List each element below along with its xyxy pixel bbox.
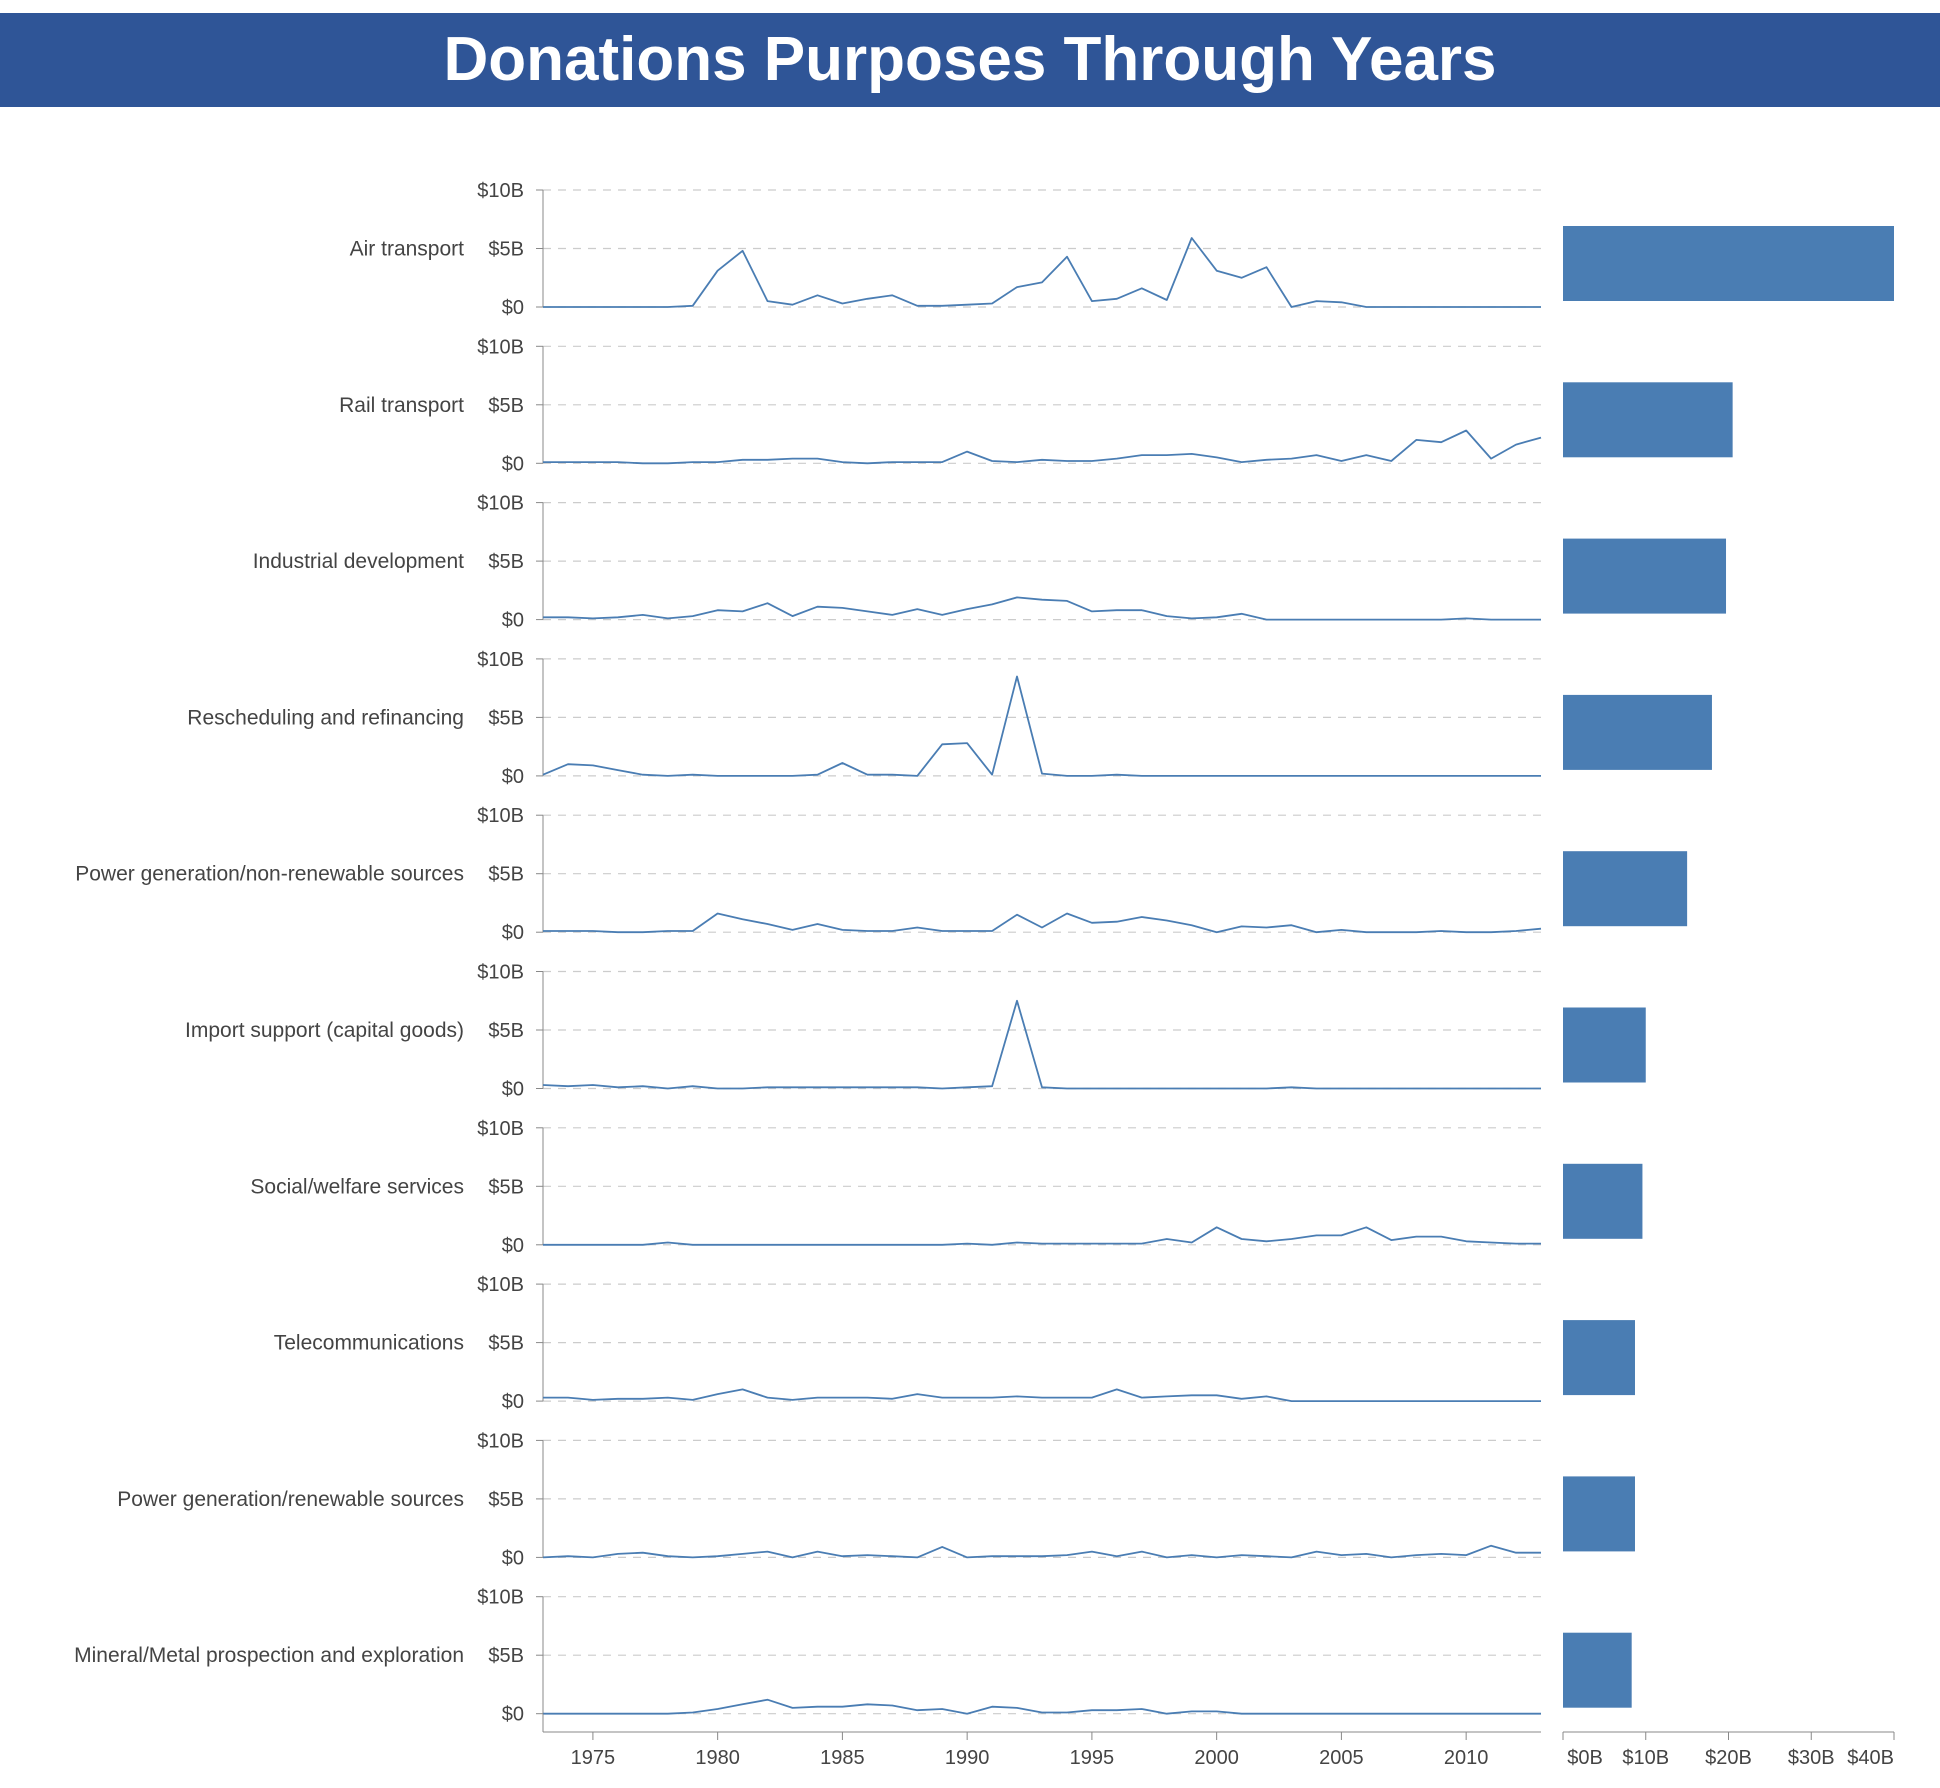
panel-0: $0 $5B $10B Air transport (350, 180, 1894, 319)
y-tick-label: $5B (488, 1020, 524, 1042)
x-tick-label: 1975 (571, 1747, 616, 1769)
chart-title: Donations Purposes Through Years (443, 25, 1497, 94)
category-label: Mineral/Metal prospection and exploratio… (74, 1644, 464, 1667)
x-tick-label: 1985 (820, 1747, 865, 1769)
y-tick-label: $10B (477, 1587, 524, 1609)
y-tick-label: $0 (502, 766, 524, 788)
y-tick-label: $0 (502, 1235, 524, 1257)
category-label: Power generation/renewable sources (117, 1488, 464, 1511)
panel-7: $0 $5B $10B Telecommunications (274, 1274, 1635, 1413)
y-tick-label: $0 (502, 922, 524, 944)
series-line (542, 675, 1541, 777)
y-tick-label: $10B (477, 1274, 524, 1296)
category-label: Air transport (350, 238, 465, 261)
panel-1: $0 $5B $10B Rail transport (339, 336, 1733, 475)
series-line (542, 999, 1541, 1090)
bar-x-tick-label: $30B (1788, 1747, 1835, 1769)
x-tick-label: 1990 (945, 1747, 990, 1769)
bar (1563, 1632, 1632, 1708)
y-tick-label: $0 (502, 297, 524, 319)
bar (1563, 851, 1688, 927)
category-label: Rescheduling and refinancing (187, 706, 464, 729)
series-line (543, 1388, 1541, 1402)
bar (1563, 1007, 1646, 1083)
y-tick-label: $10B (477, 962, 524, 984)
bar-x-tick-label: $0B (1567, 1747, 1603, 1769)
y-tick-label: $0 (502, 1391, 524, 1413)
series-line (543, 237, 1541, 308)
bar-x-tick-label: $10B (1622, 1747, 1669, 1769)
y-tick-label: $5B (488, 1489, 524, 1511)
bar (1563, 1163, 1643, 1239)
x-tick-label: 2010 (1444, 1747, 1489, 1769)
panel-8: $0 $5B $10B Power generation/renewable sour… (117, 1430, 1635, 1569)
y-tick-label: $5B (488, 864, 524, 886)
y-tick-label: $0 (502, 610, 524, 632)
bar (1563, 382, 1733, 458)
x-tick-label: 1980 (695, 1747, 740, 1769)
category-label: Rail transport (339, 394, 464, 417)
y-tick-label: $5B (488, 1333, 524, 1355)
bar (1563, 226, 1894, 301)
bar-x-tick-label: $40B (1847, 1747, 1894, 1769)
series-line (543, 1226, 1541, 1246)
y-tick-label: $5B (488, 395, 524, 417)
y-tick-label: $10B (477, 1430, 524, 1452)
y-tick-label: $0 (502, 1704, 524, 1726)
y-tick-label: $10B (477, 493, 524, 515)
y-tick-label: $10B (477, 180, 524, 202)
panel-6: $0 $5B $10B Social/welfare services (250, 1118, 1643, 1257)
y-tick-label: $5B (488, 239, 524, 261)
category-label: Power generation/non-renewable sources (75, 863, 464, 886)
x-tick-label: 1995 (1070, 1747, 1115, 1769)
y-tick-label: $10B (477, 805, 524, 827)
category-label: Import support (capital goods) (185, 1019, 464, 1042)
category-label: Telecommunications (274, 1332, 464, 1355)
y-tick-label: $0 (502, 453, 524, 475)
chart-title-banner: Donations Purposes Through Years (0, 13, 1940, 107)
panel-4: $0 $5B $10B Power generation/non-renewable … (75, 805, 1688, 944)
category-label: Social/welfare services (250, 1175, 464, 1198)
bar (1563, 1476, 1635, 1552)
y-tick-label: $10B (477, 1118, 524, 1140)
panel-9: $0 $5B $10B Mineral/Metal prospection and e… (74, 1587, 1632, 1726)
panel-2: $0 $5B $10B Industrial development (253, 493, 1727, 632)
bar (1563, 694, 1712, 770)
y-tick-label: $5B (488, 1645, 524, 1667)
y-tick-label: $5B (488, 707, 524, 729)
bar-x-tick-label: $20B (1705, 1747, 1752, 1769)
bar (1563, 1320, 1635, 1396)
series-line (543, 596, 1541, 621)
panel-3: $0 $5B $10B Rescheduling and refinancing (187, 649, 1712, 788)
y-tick-label: $0 (502, 1079, 524, 1101)
bar (1563, 538, 1727, 614)
category-label: Industrial development (253, 550, 464, 573)
x-tick-label: 2000 (1194, 1747, 1239, 1769)
y-tick-label: $10B (477, 336, 524, 358)
series-line (543, 1698, 1541, 1715)
series-line (542, 1544, 1541, 1559)
y-tick-label: $5B (488, 1176, 524, 1198)
y-tick-label: $0 (502, 1547, 524, 1569)
panel-5: $0 $5B $10B Import support (capital goods) (185, 962, 1646, 1101)
y-tick-label: $10B (477, 649, 524, 671)
y-tick-label: $5B (488, 551, 524, 573)
series-line (543, 429, 1542, 465)
x-tick-label: 2005 (1319, 1747, 1364, 1769)
series-line (543, 912, 1542, 934)
